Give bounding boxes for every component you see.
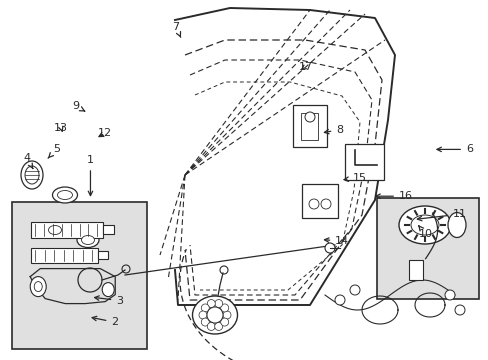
Circle shape — [206, 307, 223, 323]
Text: 5: 5 — [48, 144, 60, 158]
FancyBboxPatch shape — [408, 260, 422, 280]
Ellipse shape — [25, 166, 39, 184]
FancyBboxPatch shape — [302, 184, 337, 218]
Circle shape — [349, 285, 359, 295]
FancyBboxPatch shape — [98, 251, 107, 259]
Text: 7: 7 — [172, 22, 181, 37]
Circle shape — [207, 300, 215, 307]
Ellipse shape — [81, 235, 94, 244]
Circle shape — [444, 290, 454, 300]
Ellipse shape — [410, 215, 438, 235]
Ellipse shape — [398, 206, 450, 244]
FancyBboxPatch shape — [31, 222, 103, 238]
Ellipse shape — [77, 233, 99, 248]
Text: 3: 3 — [94, 296, 123, 306]
Text: 1: 1 — [87, 155, 94, 195]
Circle shape — [220, 318, 228, 326]
Circle shape — [305, 112, 314, 122]
Text: 9: 9 — [72, 101, 84, 111]
Text: 11: 11 — [416, 209, 466, 221]
FancyBboxPatch shape — [345, 144, 383, 180]
Circle shape — [308, 199, 318, 209]
Circle shape — [214, 323, 222, 330]
Circle shape — [199, 311, 206, 319]
Bar — [12, 202, 146, 349]
Circle shape — [207, 323, 215, 330]
Circle shape — [334, 295, 345, 305]
Text: 2: 2 — [92, 316, 118, 327]
Bar — [376, 198, 478, 299]
Text: 13: 13 — [54, 123, 68, 133]
FancyBboxPatch shape — [301, 113, 317, 140]
Circle shape — [325, 243, 334, 253]
FancyBboxPatch shape — [102, 225, 114, 234]
Circle shape — [201, 304, 209, 312]
Circle shape — [320, 199, 330, 209]
Circle shape — [454, 305, 464, 315]
FancyBboxPatch shape — [31, 248, 98, 262]
Ellipse shape — [21, 161, 43, 189]
Ellipse shape — [447, 212, 465, 238]
Circle shape — [201, 318, 209, 326]
Circle shape — [220, 304, 228, 312]
Text: 16: 16 — [375, 191, 412, 201]
Ellipse shape — [102, 283, 114, 297]
Text: 15: 15 — [344, 173, 366, 183]
Text: 14: 14 — [324, 236, 348, 246]
Text: 4: 4 — [23, 153, 33, 168]
Ellipse shape — [58, 190, 72, 199]
Ellipse shape — [44, 222, 66, 238]
Circle shape — [214, 300, 222, 307]
Ellipse shape — [52, 187, 77, 203]
Text: 8: 8 — [324, 125, 343, 135]
FancyBboxPatch shape — [292, 105, 326, 147]
Circle shape — [223, 311, 230, 319]
Ellipse shape — [192, 296, 237, 334]
Text: 12: 12 — [98, 128, 112, 138]
Ellipse shape — [48, 225, 61, 234]
Ellipse shape — [34, 282, 42, 292]
Text: 17: 17 — [298, 62, 312, 72]
Text: 6: 6 — [436, 144, 472, 154]
Ellipse shape — [30, 276, 46, 297]
Text: 10: 10 — [418, 226, 431, 239]
